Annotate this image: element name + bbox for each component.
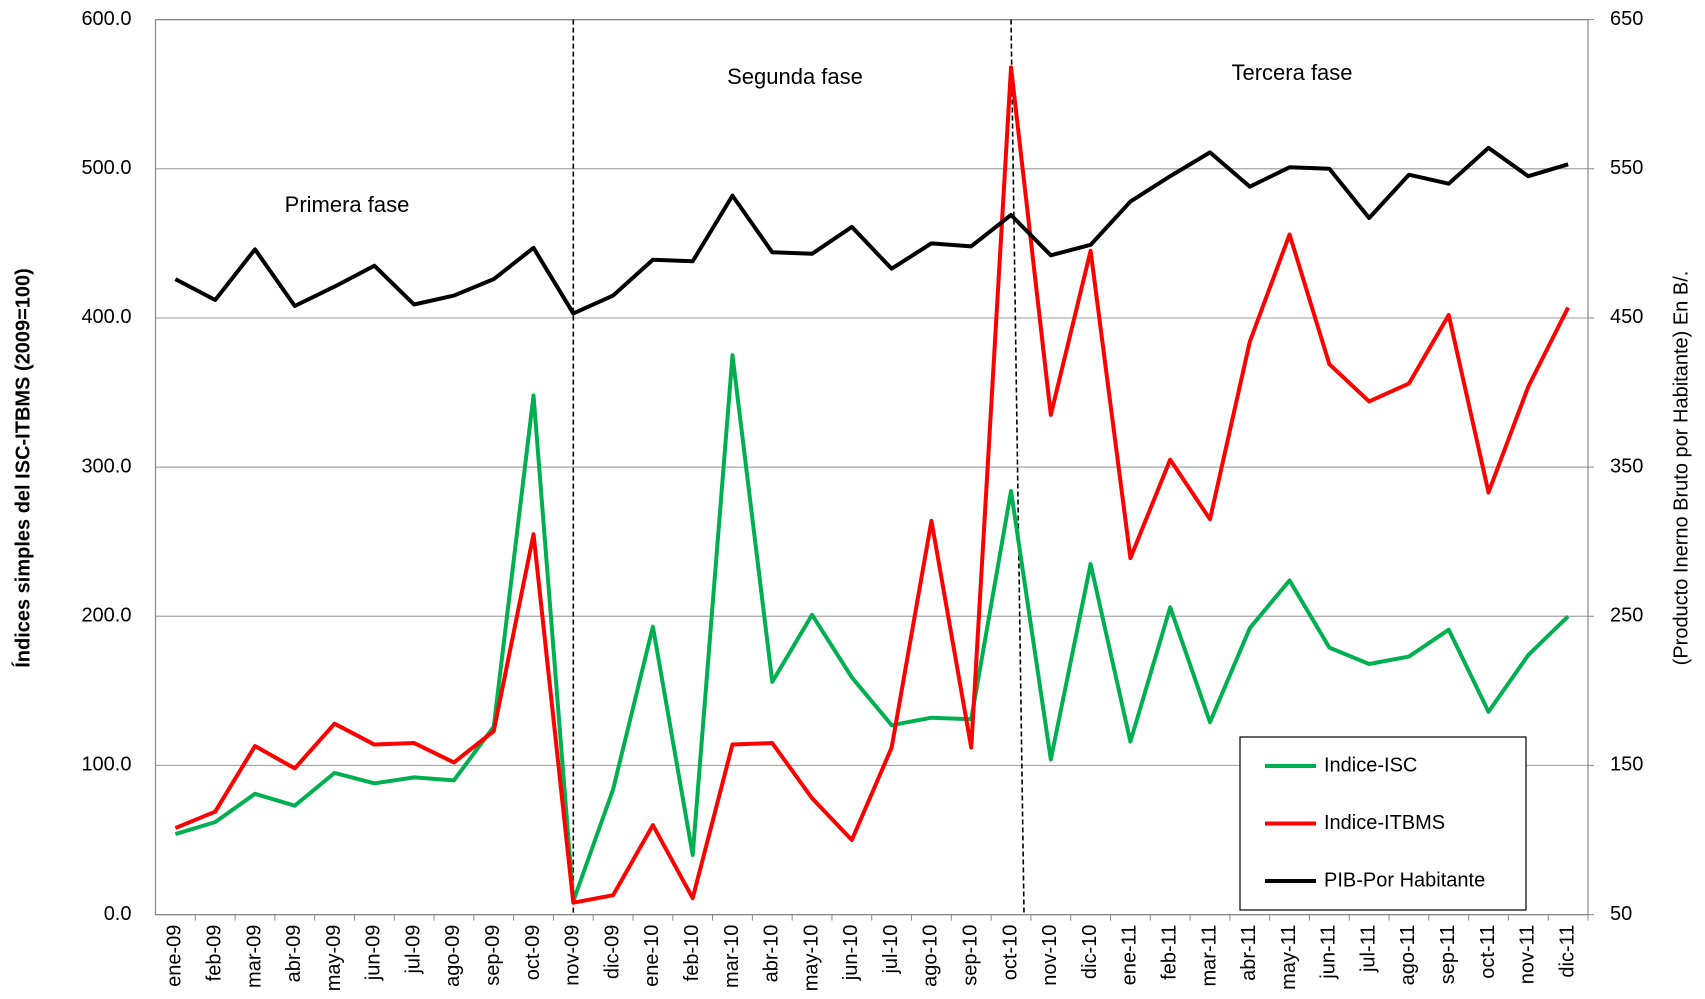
series-line — [174, 353, 1570, 904]
y-axis-label: Índices simples del ISC-ITBMS (2009=100) — [11, 268, 34, 668]
y2-tick-label: 150 — [1610, 754, 1643, 776]
x-tick-label: feb-09 — [203, 925, 225, 982]
phase-label: Tercera fase — [1231, 60, 1352, 85]
x-tick-label: mar-09 — [243, 925, 265, 988]
x-tick-label: ago-10 — [920, 925, 942, 987]
x-tick-label: ago-11 — [1397, 925, 1419, 986]
phase-divider — [1010, 19, 1025, 915]
y-tick-label: 500.0 — [81, 157, 131, 179]
x-tick-label: ago-09 — [442, 925, 464, 987]
x-tick-label: jun-10 — [840, 925, 862, 982]
x-tick-label: nov-11 — [1517, 925, 1539, 985]
x-tick-label: abr-11 — [1238, 925, 1260, 981]
x-tick-label: feb-10 — [681, 925, 703, 982]
y2-tick-label: 650 — [1610, 8, 1643, 30]
x-tick-label: mar-10 — [721, 925, 743, 988]
x-tick-label: may-11 — [1278, 925, 1300, 990]
series-line — [174, 145, 1569, 316]
x-tick-label: abr-09 — [283, 925, 305, 983]
x-tick-label: nov-09 — [562, 925, 584, 986]
x-tick-label: jun-09 — [363, 925, 385, 982]
x-tick-label: sep-09 — [482, 925, 504, 986]
x-tick-label: jul-10 — [880, 925, 902, 975]
x-tick-label: may-09 — [323, 925, 345, 992]
x-tick-label: dic-09 — [601, 925, 623, 979]
y-tick-label: 400.0 — [81, 306, 131, 328]
x-tick-label: sep-11 — [1437, 925, 1459, 985]
y2-tick-label: 550 — [1610, 157, 1643, 179]
y-tick-label: 300.0 — [81, 455, 131, 477]
x-tick-label: ene-11 — [1119, 925, 1141, 986]
y-tick-label: 0.0 — [104, 903, 132, 925]
x-tick-label: oct-09 — [522, 925, 544, 981]
x-tick-label: nov-10 — [1039, 925, 1061, 986]
y-tick-label: 100.0 — [81, 754, 131, 776]
x-tick-label: ene-10 — [641, 925, 663, 987]
x-tick-label: mar-11 — [1198, 925, 1220, 987]
phase-label: Segunda fase — [727, 64, 863, 89]
x-tick-label: dic-11 — [1556, 925, 1578, 978]
x-tick-label: jul-11 — [1357, 925, 1379, 973]
phase-label: Primera fase — [285, 192, 410, 217]
y2-tick-label: 350 — [1610, 455, 1643, 477]
x-tick-label: may-10 — [800, 925, 822, 992]
x-tick-label: jun-11 — [1318, 925, 1340, 980]
y-tick-label: 600.0 — [81, 8, 131, 30]
legend-label: Indice-ITBMS — [1324, 812, 1445, 834]
x-tick-label: oct-11 — [1477, 925, 1499, 979]
legend-label: PIB-Por Habitante — [1324, 869, 1485, 891]
y-tick-label: 200.0 — [81, 605, 131, 627]
x-tick-label: abr-10 — [761, 925, 783, 983]
x-tick-label: dic-10 — [1079, 925, 1101, 979]
y2-axis-label: (Producto Inerno Bruto por Habitante) En… — [1670, 271, 1692, 666]
x-tick-label: sep-10 — [960, 925, 982, 986]
x-tick-label: feb-11 — [1158, 925, 1180, 980]
x-tick-label: oct-10 — [999, 925, 1021, 981]
legend-label: Indice-ISC — [1324, 754, 1417, 776]
x-tick-label: jul-09 — [402, 925, 424, 975]
y2-tick-label: 250 — [1610, 605, 1643, 627]
y2-tick-label: 450 — [1610, 306, 1643, 328]
series-line — [174, 65, 1570, 905]
y2-tick-label: 50 — [1610, 903, 1632, 925]
x-tick-label: ene-09 — [164, 925, 186, 987]
